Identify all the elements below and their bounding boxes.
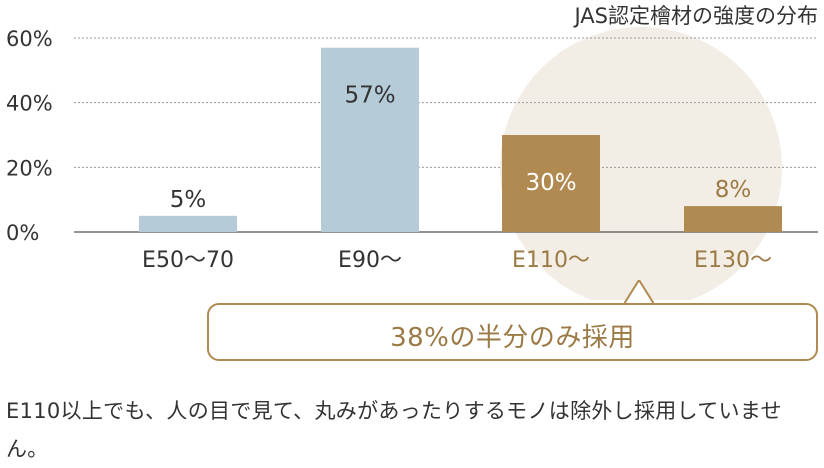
x-tick-label: E90〜 xyxy=(338,248,402,273)
callout-box: 38%の半分のみ採用 xyxy=(207,303,818,361)
y-tick-label: 20% xyxy=(6,156,53,180)
x-tick-label: E130〜 xyxy=(694,248,772,273)
bar-value-label: 30% xyxy=(525,170,576,196)
bar xyxy=(684,206,782,232)
bar xyxy=(502,135,600,232)
footnote: E110以上でも、人の目で見て、丸みがあったりするモノは除外し採用していません。 xyxy=(6,399,782,461)
callout-pointer xyxy=(624,280,654,305)
bar-chart: 0% 20% 40% 60% 5% E50〜70 57% E90〜 30% E110〜 8% E130… xyxy=(6,4,818,300)
bar xyxy=(321,47,419,233)
x-tick-label: E50〜70 xyxy=(142,248,234,273)
x-tick-label: E110〜 xyxy=(512,248,590,273)
y-tick-label: 40% xyxy=(6,92,53,116)
bar-value-label: 57% xyxy=(344,83,395,109)
y-tick-label: 0% xyxy=(6,221,39,245)
y-tick-label: 60% xyxy=(6,27,53,51)
bar xyxy=(139,215,237,232)
bar-value-label: 8% xyxy=(715,177,752,203)
bar-value-label: 5% xyxy=(170,187,207,213)
callout-text: 38%の半分のみ採用 xyxy=(390,323,635,353)
chart-title: JAS認定檜材の強度の分布 xyxy=(572,4,818,28)
